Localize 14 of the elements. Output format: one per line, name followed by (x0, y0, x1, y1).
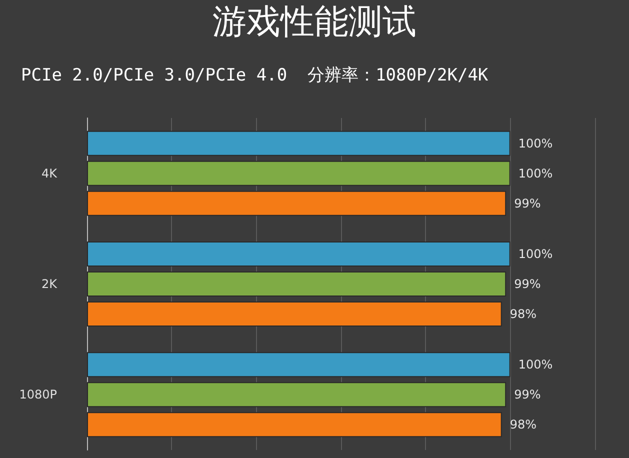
data-label: 99% (514, 196, 541, 210)
data-label: 100% (518, 166, 553, 180)
chart-title: 游戏性能测试 (212, 2, 416, 42)
data-label: 98% (510, 418, 537, 432)
data-label: 99% (514, 277, 541, 291)
data-label: 100% (518, 247, 553, 261)
chart-subtitle: PCIe 2.0/PCIe 3.0/PCIe 4.0 分辨率：1080P/2K/4K (21, 66, 489, 86)
data-label: 98% (510, 307, 537, 321)
data-label: 100% (518, 136, 553, 150)
data-label: 99% (514, 388, 541, 402)
data-label: 100% (518, 358, 553, 372)
y-tick-label: 2K (41, 277, 58, 291)
y-tick-label: 4K (41, 166, 58, 180)
y-tick-label: 1080P (19, 388, 57, 402)
